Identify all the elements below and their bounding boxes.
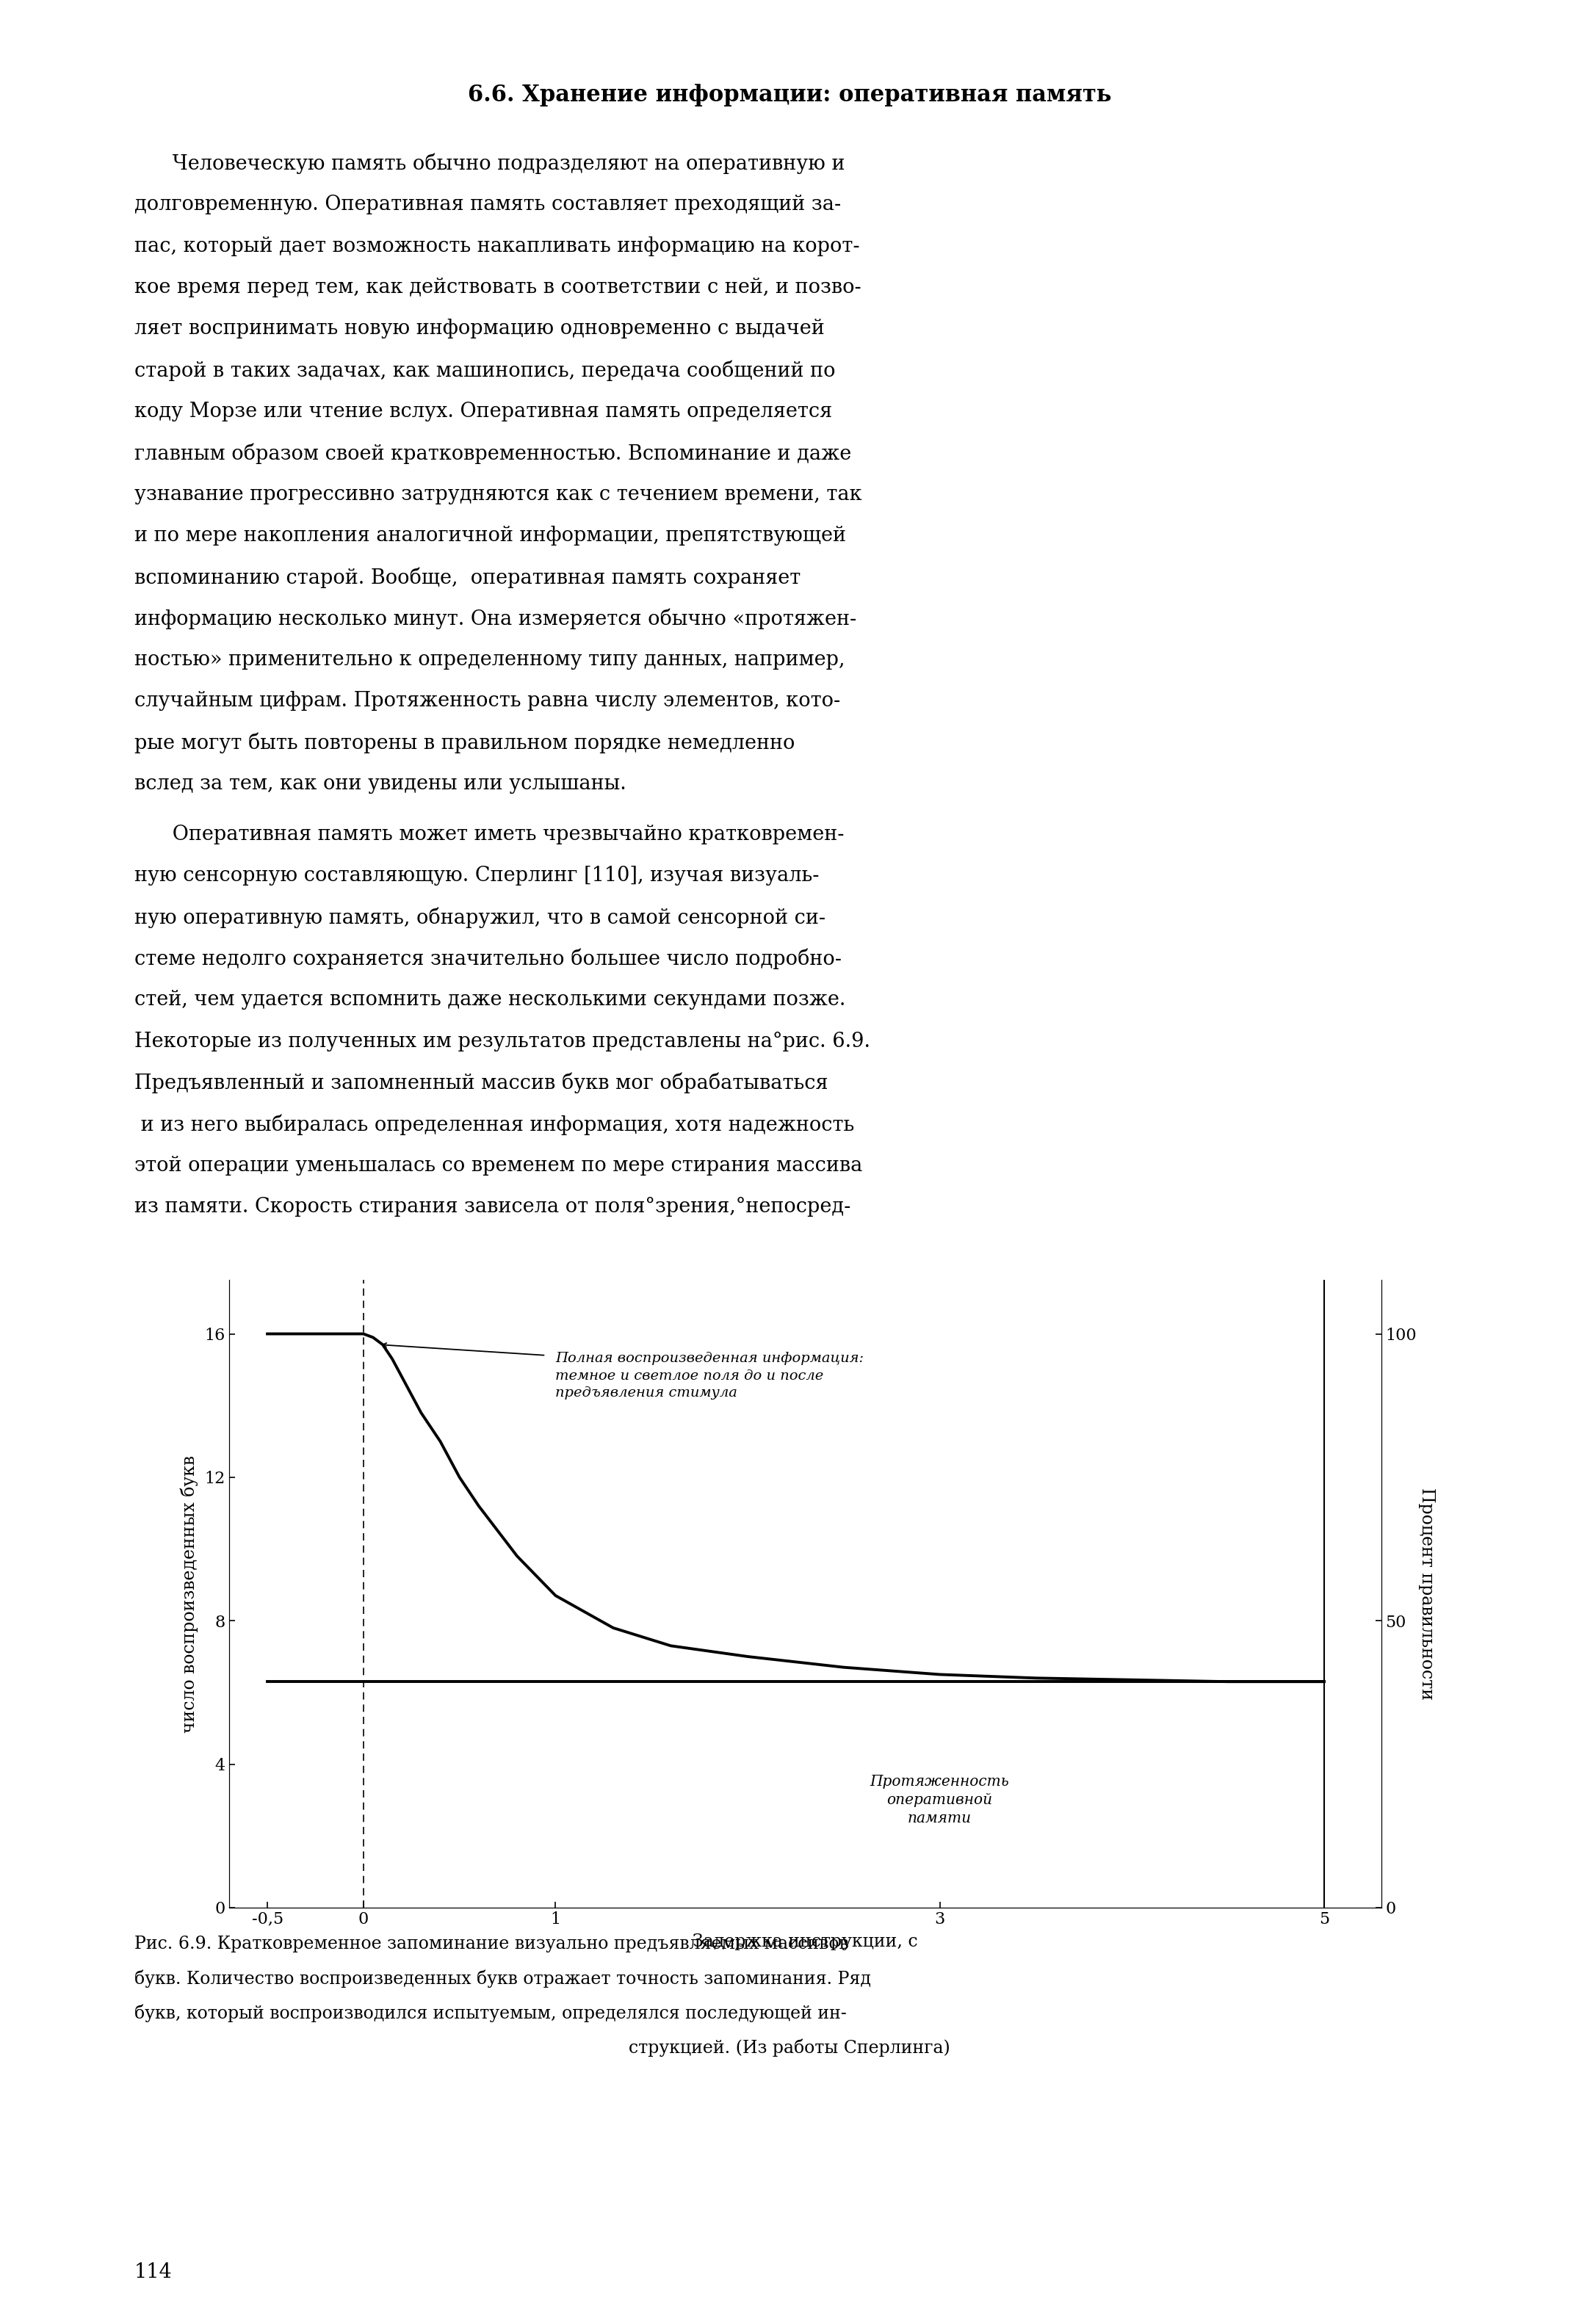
Text: из памяти. Скорость стирания зависела от поля°зрения,°непосред-: из памяти. Скорость стирания зависела от…	[134, 1197, 851, 1218]
Text: ляет воспринимать новую информацию одновременно с выдачей: ляет воспринимать новую информацию однов…	[134, 318, 824, 339]
Text: ную оперативную память, обнаружил, что в самой сенсорной си-: ную оперативную память, обнаружил, что в…	[134, 906, 826, 927]
Text: информацию несколько минут. Она измеряется обычно «протяжен-: информацию несколько минут. Она измеряет…	[134, 609, 856, 630]
Text: 114: 114	[134, 2261, 172, 2282]
Y-axis label: Процент правильности: Процент правильности	[1418, 1487, 1435, 1699]
Text: и из него выбиралась определенная информация, хотя надежность: и из него выбиралась определенная информ…	[134, 1113, 854, 1134]
Text: букв. Количество воспроизведенных букв отражает точность запоминания. Ряд: букв. Количество воспроизведенных букв о…	[134, 1971, 872, 1987]
Text: рые могут быть повторены в правильном порядке немедленно: рые могут быть повторены в правильном по…	[134, 732, 794, 753]
Text: узнавание прогрессивно затрудняются как с течением времени, так: узнавание прогрессивно затрудняются как …	[134, 483, 862, 504]
Text: этой операции уменьшалась со временем по мере стирания массива: этой операции уменьшалась со временем по…	[134, 1155, 862, 1176]
Text: вспоминанию старой. Вообще,  оперативная память сохраняет: вспоминанию старой. Вообще, оперативная …	[134, 567, 801, 588]
Text: и по мере накопления аналогичной информации, препятствующей: и по мере накопления аналогичной информа…	[134, 525, 846, 546]
Text: вслед за тем, как они увидены или услышаны.: вслед за тем, как они увидены или услыша…	[134, 774, 627, 795]
Text: ную сенсорную составляющую. Сперлинг [110], изучая визуаль-: ную сенсорную составляющую. Сперлинг [11…	[134, 867, 820, 885]
Text: Рис. 6.9. Кратковременное запоминание визуально предъявляемых массивов: Рис. 6.9. Кратковременное запоминание ви…	[134, 1936, 848, 1952]
Text: Оперативная память может иметь чрезвычайно кратковремен-: Оперативная память может иметь чрезвычай…	[134, 825, 845, 844]
Text: Человеческую память обычно подразделяют на оперативную и: Человеческую память обычно подразделяют …	[134, 153, 845, 174]
Text: Предъявленный и запомненный массив букв мог обрабатываться: Предъявленный и запомненный массив букв …	[134, 1074, 827, 1095]
X-axis label: Задержка инструкции, с: Задержка инструкции, с	[693, 1934, 917, 1950]
Text: 6.6. Хранение информации: оперативная память: 6.6. Хранение информации: оперативная па…	[467, 84, 1112, 107]
Text: долговременную. Оперативная память составляет преходящий за-: долговременную. Оперативная память соста…	[134, 195, 842, 214]
Text: коду Морзе или чтение вслух. Оперативная память определяется: коду Морзе или чтение вслух. Оперативная…	[134, 402, 832, 421]
Y-axis label: число воспроизведенных букв: число воспроизведенных букв	[180, 1455, 199, 1734]
Text: Полная воспроизведенная информация:
темное и светлое поля до и после
предъявлени: Полная воспроизведенная информация: темн…	[556, 1353, 864, 1399]
Text: кое время перед тем, как действовать в соответствии с ней, и позво-: кое время перед тем, как действовать в с…	[134, 277, 861, 297]
Text: стей, чем удается вспомнить даже несколькими секундами позже.: стей, чем удается вспомнить даже несколь…	[134, 990, 845, 1011]
Text: струкцией. (Из работы Сперлинга): струкцией. (Из работы Сперлинга)	[628, 2038, 951, 2057]
Text: ностью» применительно к определенному типу данных, например,: ностью» применительно к определенному ти…	[134, 651, 845, 669]
Text: старой в таких задачах, как машинопись, передача сообщений по: старой в таких задачах, как машинопись, …	[134, 360, 835, 381]
Text: главным образом своей кратковременностью. Вспоминание и даже: главным образом своей кратковременностью…	[134, 444, 851, 465]
Text: Протяженность
оперативной
памяти: Протяженность оперативной памяти	[870, 1776, 1009, 1824]
Text: случайным цифрам. Протяженность равна числу элементов, кото-: случайным цифрам. Протяженность равна чи…	[134, 690, 840, 711]
Text: стеме недолго сохраняется значительно большее число подробно-: стеме недолго сохраняется значительно бо…	[134, 948, 842, 969]
Text: Некоторые из полученных им результатов представлены на°рис. 6.9.: Некоторые из полученных им результатов п…	[134, 1032, 870, 1050]
Text: пас, который дает возможность накапливать информацию на корот-: пас, который дает возможность накапливат…	[134, 237, 859, 256]
Text: букв, который воспроизводился испытуемым, определялся последующей ин-: букв, который воспроизводился испытуемым…	[134, 2003, 846, 2022]
